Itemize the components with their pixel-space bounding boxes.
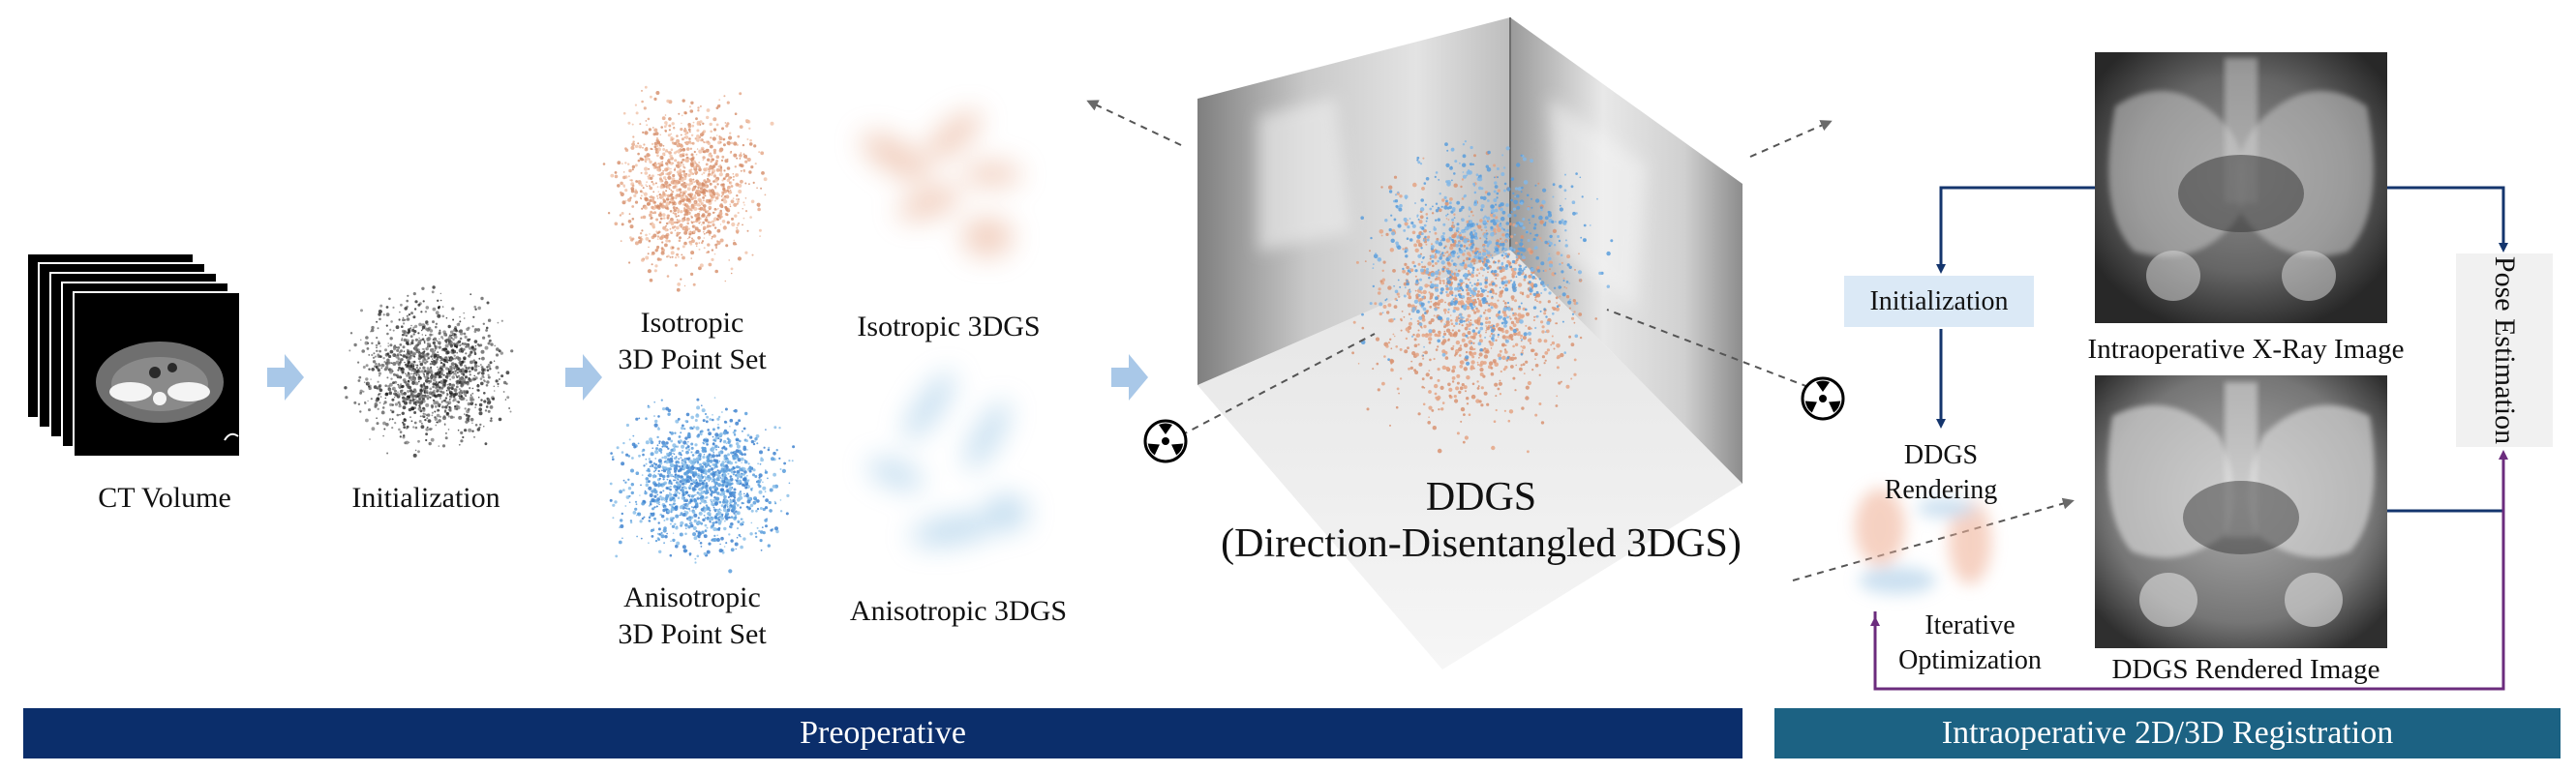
pose-estimation-label: Pose Estimation — [2489, 255, 2521, 445]
projection-lines — [1086, 100, 2075, 581]
ddgs-rendering-label-1: DDGS — [1903, 440, 1979, 470]
ddgs-subtitle: (Direction-Disentangled 3DGS) — [1221, 521, 1742, 566]
rendered-image-icon — [2095, 375, 2387, 648]
flow-arrow-2 — [565, 354, 602, 401]
radiation-source-icon — [1801, 376, 1845, 421]
ddgs-point-cloud — [1351, 140, 1614, 454]
xray-image-label: Intraoperative X-Ray Image — [2087, 334, 2405, 365]
iso-point-set-label-1: Isotropic — [640, 307, 744, 339]
aniso-point-set-label-2: 3D Point Set — [618, 618, 767, 650]
initialization-point-cloud — [344, 285, 514, 458]
pose-estimation-box: Pose Estimation — [2456, 253, 2553, 447]
iterative-label-2: Optimization — [1898, 645, 2042, 675]
iterative-label-1: Iterative — [1924, 610, 2015, 640]
isotropic-3dgs-blobs — [861, 111, 1021, 256]
ddgs-rendering-blobs — [1855, 489, 1991, 594]
isotropic-point-set — [602, 85, 774, 292]
iso-3dgs-label: Isotropic 3DGS — [857, 311, 1041, 342]
rendered-image-label: DDGS Rendered Image — [2111, 654, 2380, 685]
aniso-point-set-label-1: Anisotropic — [623, 581, 761, 613]
ddgs-title: DDGS — [1425, 475, 1537, 520]
ct-slice-stack-icon — [26, 253, 241, 458]
preoperative-band: Preoperative — [23, 708, 1743, 758]
ddgs-scene — [1197, 17, 1743, 669]
anisotropic-point-set — [609, 397, 796, 574]
flow-arrow-1 — [267, 354, 304, 401]
flow-arrow-3 — [1111, 354, 1148, 401]
xray-image-icon — [2095, 52, 2387, 323]
ddgs-rendering-label-2: Rendering — [1884, 475, 1998, 505]
intraoperative-initialization-box: Initialization — [1844, 276, 2034, 327]
registration-arrows — [1870, 186, 2508, 691]
ct-volume-label: CT Volume — [98, 482, 231, 514]
radiation-source-icon — [1143, 419, 1188, 463]
intraoperative-band: Intraoperative 2D/3D Registration — [1774, 708, 2561, 758]
anisotropic-3dgs-blobs — [867, 372, 1028, 546]
aniso-3dgs-label: Anisotropic 3DGS — [849, 595, 1068, 627]
iso-point-set-label-2: 3D Point Set — [618, 343, 767, 375]
initialization-label: Initialization — [351, 482, 500, 514]
